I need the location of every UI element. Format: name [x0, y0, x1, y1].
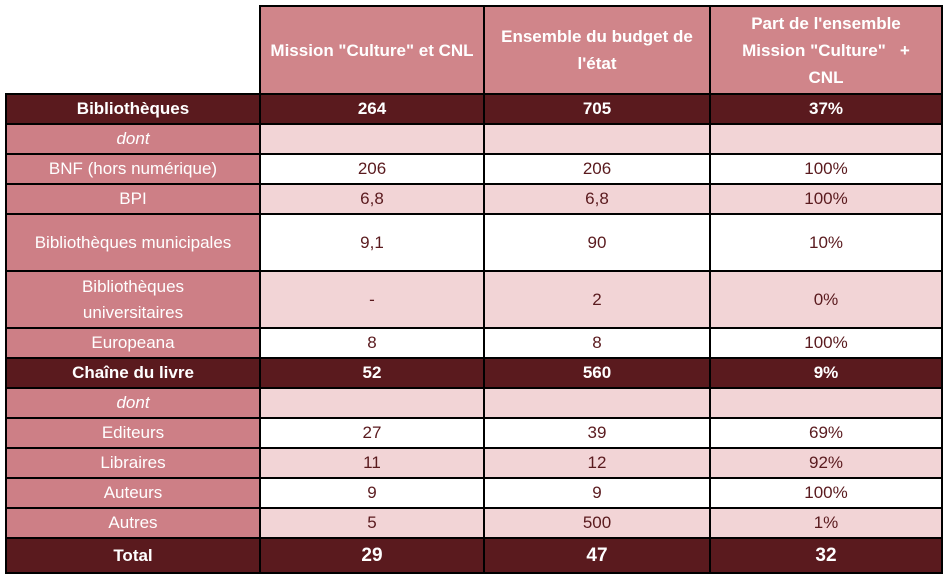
col-header-mission: Mission "Culture" et CNL [259, 5, 485, 95]
row-label: dont [5, 387, 261, 419]
row-label: Bibliothèques universitaires [5, 270, 261, 329]
cell-part: 32 [709, 537, 943, 574]
cell-budget [483, 123, 711, 155]
row-label: dont [5, 123, 261, 155]
cell-budget: 39 [483, 417, 711, 449]
cell-part: 92% [709, 447, 943, 479]
cell-mission: 27 [259, 417, 485, 449]
table-row: Bibliothèques municipales 9,1 90 10% [5, 213, 943, 272]
table-row: Autres 5 500 1% [5, 507, 943, 539]
cell-budget: 90 [483, 213, 711, 272]
table-row: dont [5, 123, 943, 155]
table-row: Editeurs 27 39 69% [5, 417, 943, 449]
cell-mission: 9,1 [259, 213, 485, 272]
header-row: Mission "Culture" et CNL Ensemble du bud… [6, 5, 943, 95]
table-row: Auteurs 9 9 100% [5, 477, 943, 509]
row-label: BNF (hors numérique) [5, 153, 261, 185]
cell-budget: 47 [483, 537, 711, 574]
cell-mission: 52 [259, 357, 485, 389]
cell-mission: 6,8 [259, 183, 485, 215]
cell-budget: 9 [483, 477, 711, 509]
cell-mission: 206 [259, 153, 485, 185]
col-header-budget: Ensemble du budget de l'état [483, 5, 711, 95]
cell-part [709, 123, 943, 155]
row-label: Europeana [5, 327, 261, 359]
row-label-line1: Bibliothèques [81, 276, 185, 296]
row-label: Total [5, 537, 261, 574]
cell-part: 100% [709, 477, 943, 509]
cell-part: 1% [709, 507, 943, 539]
cell-part: 100% [709, 327, 943, 359]
cell-mission: 11 [259, 447, 485, 479]
cell-part: 100% [709, 153, 943, 185]
row-label: Auteurs [5, 477, 261, 509]
cell-mission: 29 [259, 537, 485, 574]
cell-mission: - [259, 270, 485, 329]
row-label: Bibliothèques [5, 93, 261, 125]
row-label: Chaîne du livre [5, 357, 261, 389]
cell-mission [259, 387, 485, 419]
row-label: Autres [5, 507, 261, 539]
cell-budget: 6,8 [483, 183, 711, 215]
table-row: BNF (hors numérique) 206 206 100% [5, 153, 943, 185]
row-label-line2: universitaires [82, 302, 184, 322]
cell-budget: 206 [483, 153, 711, 185]
cell-part: 100% [709, 183, 943, 215]
budget-table: Mission "Culture" et CNL Ensemble du bud… [5, 5, 943, 574]
table-row: Chaîne du livre 52 560 9% [5, 357, 943, 389]
row-label: Libraires [5, 447, 261, 479]
cell-budget: 8 [483, 327, 711, 359]
row-label: BPI [5, 183, 261, 215]
cell-mission: 5 [259, 507, 485, 539]
cell-part: 37% [709, 93, 943, 125]
table-row: Libraires 11 12 92% [5, 447, 943, 479]
table-row: BPI 6,8 6,8 100% [5, 183, 943, 215]
cell-part: 9% [709, 357, 943, 389]
total-row: Total 29 47 32 [5, 537, 943, 574]
cell-mission: 9 [259, 477, 485, 509]
cell-budget: 2 [483, 270, 711, 329]
cell-budget: 560 [483, 357, 711, 389]
row-label: Editeurs [5, 417, 261, 449]
table-row: Bibliothèques 264 705 37% [5, 93, 943, 125]
cell-budget: 705 [483, 93, 711, 125]
cell-mission [259, 123, 485, 155]
cell-part: 69% [709, 417, 943, 449]
table-row: Europeana 8 8 100% [5, 327, 943, 359]
cell-budget: 500 [483, 507, 711, 539]
cell-mission: 264 [259, 93, 485, 125]
cell-mission: 8 [259, 327, 485, 359]
cell-part [709, 387, 943, 419]
table-row: dont [5, 387, 943, 419]
cell-part: 10% [709, 213, 943, 272]
cell-budget: 12 [483, 447, 711, 479]
table-row: Bibliothèques universitaires - 2 0% [5, 270, 943, 329]
cell-budget [483, 387, 711, 419]
row-label: Bibliothèques municipales [5, 213, 261, 272]
col-header-part: Part de l'ensemble Mission "Culture" + C… [709, 5, 943, 95]
cell-part: 0% [709, 270, 943, 329]
header-corner [6, 6, 260, 94]
